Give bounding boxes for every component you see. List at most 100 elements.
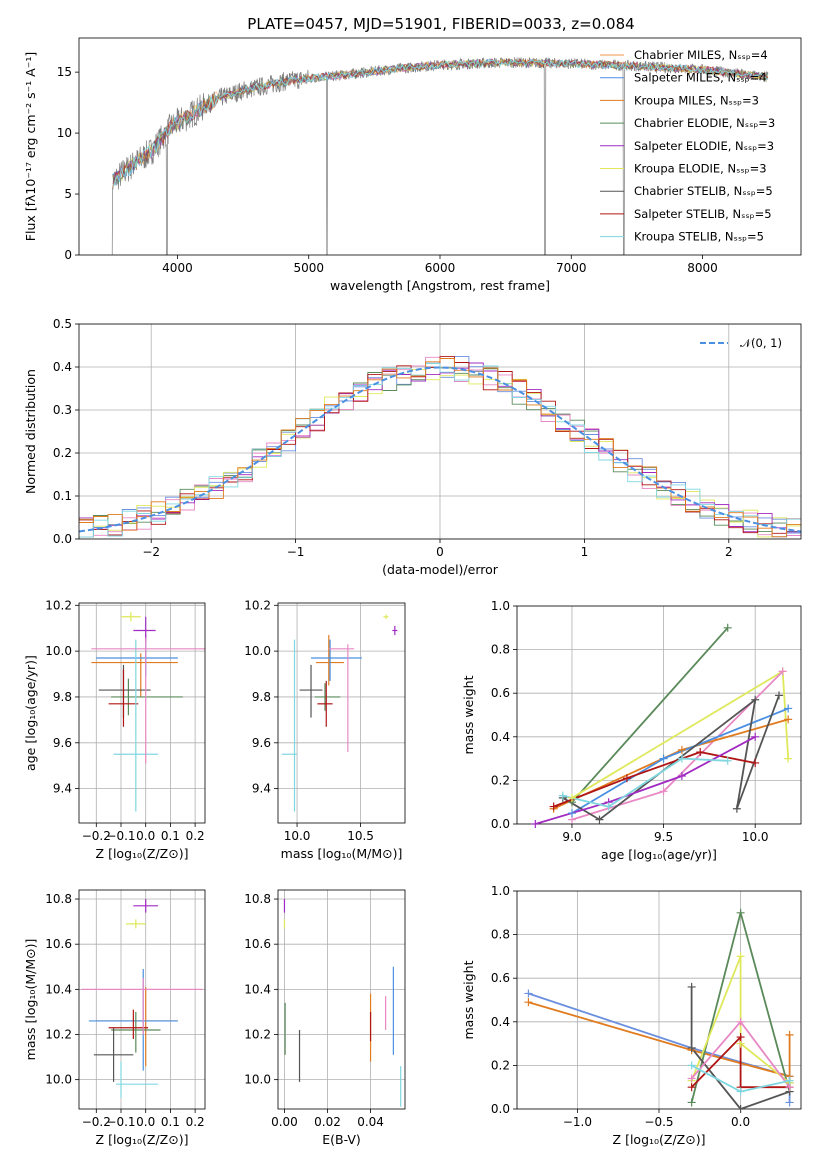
y-tick-label: 0.4	[53, 360, 72, 374]
errorbar-point	[299, 664, 323, 718]
x-tick-label: 6000	[425, 261, 456, 275]
weight-marker	[659, 787, 668, 796]
chart-age_vs_mass: 10.0 10.5 9.4 9.6 9.8 10.0 10.2 mass [log₁₀(M/M…	[244, 598, 406, 861]
weight-marker	[687, 1061, 696, 1070]
y-tick-label: 0.0	[53, 532, 72, 546]
plot-marks	[517, 891, 801, 1109]
x-axis-label: E(B-V)	[322, 1132, 361, 1147]
weight-line	[690, 1034, 790, 1089]
x-axis-label: (data-model)/error	[382, 562, 499, 577]
y-tick-label: 0.8	[491, 643, 510, 657]
weight-marker	[723, 756, 732, 765]
x-tick-label: 0.0	[136, 1115, 155, 1129]
weight-line	[571, 670, 784, 821]
weight-marker	[677, 754, 686, 763]
axes-frame	[516, 890, 802, 1110]
weight-marker	[785, 1098, 794, 1107]
weight-marker	[785, 1076, 794, 1085]
y-axis-label: mass weight	[461, 960, 476, 1039]
axes-frame	[277, 889, 406, 1110]
weight-line	[562, 695, 780, 821]
y-tick-label: 0.0	[491, 1102, 510, 1116]
y-tick-label: 0.3	[53, 403, 72, 417]
y-axis-label: Normed distribution	[23, 369, 38, 494]
legend-entry: Salpeter STELIB, Nₛₛₚ=5	[634, 207, 772, 221]
weight-marker	[736, 952, 745, 961]
errorbar-point	[111, 678, 183, 716]
weight-marker	[659, 754, 668, 763]
x-axis-label: wavelength [Angstrom, rest frame]	[330, 278, 550, 293]
plot-marks	[278, 603, 405, 823]
legend-entry: Kroupa ELODIE, Nₛₛₚ=3	[634, 162, 767, 176]
weight-marker	[751, 758, 760, 767]
plot-marks	[79, 890, 205, 1109]
x-tick-label: 5000	[293, 261, 324, 275]
x-tick-label: 10.0	[284, 829, 311, 843]
weight-marker	[567, 793, 576, 802]
spectrum-data-line	[111, 56, 769, 255]
weight-marker	[595, 815, 604, 824]
plot-area	[278, 603, 405, 823]
y-axis-label: Flux [fλ10⁻¹⁷ erg cm⁻² s⁻¹ A⁻¹]	[23, 52, 38, 241]
errorbar-point	[311, 639, 362, 681]
legend-entry: Chabrier MILES, Nₛₛₚ=4	[634, 48, 768, 62]
legend-entry: Chabrier ELODIE, Nₛₛₚ=3	[634, 116, 775, 130]
y-tick-label: 1.0	[491, 884, 510, 898]
errorbar-point	[314, 683, 341, 711]
axes-frame	[277, 602, 406, 824]
legend-entry: Salpeter MILES, Nₛₛₚ=4	[634, 71, 767, 85]
normal-curve	[79, 366, 801, 533]
weight-marker	[687, 1083, 696, 1092]
y-axis-label: age [log₁₀(age/yr)]	[23, 655, 38, 771]
legend: Chabrier MILES, Nₛₛₚ=4 Salpeter MILES, Nₛ…	[600, 48, 775, 244]
y-tick-label: 0.6	[491, 686, 510, 700]
axes-frame	[78, 323, 802, 540]
x-tick-label: 1	[581, 545, 589, 559]
y-tick-label: 0.4	[491, 1015, 510, 1029]
y-tick-label: 10.2	[244, 598, 271, 612]
errorbar-point	[133, 899, 159, 913]
axes-frame	[516, 605, 802, 825]
x-tick-label: 0.1	[161, 1115, 180, 1129]
x-tick-label: −1	[287, 545, 305, 559]
errorbar-point	[108, 669, 139, 727]
y-tick-label: 1.0	[491, 599, 510, 613]
x-tick-label: 0.00	[271, 1115, 298, 1129]
weight-marker	[604, 802, 613, 811]
y-tick-label: 0	[64, 248, 72, 262]
x-tick-label: −0.1	[106, 1115, 135, 1129]
weight-line	[562, 757, 728, 808]
weight-marker	[736, 908, 745, 917]
weight-marker	[549, 802, 558, 811]
x-tick-label: 9.0	[562, 830, 581, 844]
errorbar-point	[383, 614, 389, 620]
x-tick-label: 7000	[556, 261, 587, 275]
weight-marker	[751, 732, 760, 741]
y-tick-label: 9.6	[252, 736, 271, 750]
y-tick-label: 0.5	[53, 317, 72, 331]
y-tick-label: 10.0	[45, 644, 72, 658]
x-tick-label: 10.0	[742, 830, 769, 844]
errorbar-point	[281, 639, 298, 812]
errorbar-point	[317, 680, 333, 727]
plot-area	[79, 324, 801, 539]
weight-marker	[687, 1074, 696, 1083]
weight-marker	[785, 1030, 794, 1039]
y-tick-label: 0.4	[491, 730, 510, 744]
errorbar-point	[328, 644, 355, 752]
x-axis-label: Z [log₁₀(Z/Z⊙)]	[96, 1132, 189, 1147]
x-tick-label: 0.0	[731, 1115, 750, 1129]
weight-line	[571, 627, 729, 803]
y-tick-label: 10.6	[244, 937, 271, 951]
errorbar-point	[96, 635, 178, 677]
chart-spectrum: 4000 5000 6000 7000 8000 0 5 10 15 wavelength [An…	[23, 37, 802, 293]
histogram-step	[79, 362, 801, 533]
y-tick-label: 10.4	[244, 982, 271, 996]
weight-marker	[696, 748, 705, 757]
y-tick-label: 0.2	[491, 1058, 510, 1072]
model-line	[113, 58, 769, 185]
axes-frame	[78, 889, 206, 1110]
x-tick-label: 0.04	[357, 1115, 384, 1129]
model-line	[113, 58, 768, 183]
chart-mass_weight_vs_age: 9.0 9.5 10.0 0.0 0.2 0.4 0.6 0.8 1.0 age [log₁₀(a…	[461, 599, 802, 862]
